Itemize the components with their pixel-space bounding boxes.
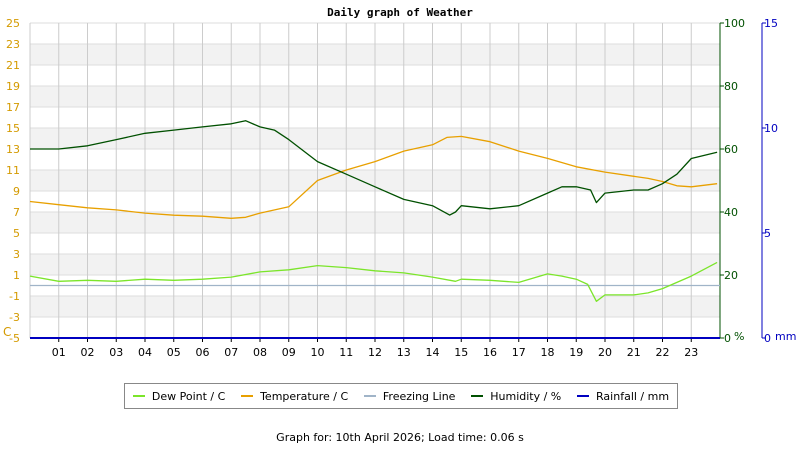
series-humidity (30, 120, 718, 216)
x-tick-label: 20 (598, 346, 612, 359)
legend-item-dew-point: Dew Point / C (132, 389, 226, 403)
legend-label-rainfall: Rainfall / mm (596, 389, 670, 403)
x-tick-label: 06 (196, 346, 210, 359)
legend-swatch-freezing-line (363, 395, 376, 397)
x-tick-label: 12 (368, 346, 382, 359)
legend-item-humidity: Humidity / % (471, 390, 561, 403)
right-percent-tick-label: 60 (724, 143, 738, 156)
right-mm-unit: mm (775, 330, 796, 343)
x-tick-label: 13 (397, 346, 411, 359)
left-tick-label: 5 (13, 227, 20, 240)
footer-text: Graph for: 10th April 2026; Load time: 0… (276, 431, 524, 444)
legend-item-rainfall: Rainfall / mm (577, 390, 669, 403)
left-tick-label: -3 (9, 311, 20, 324)
x-tick-label: 22 (656, 346, 670, 359)
legend-label-dew-point: Dew Point / C (151, 389, 226, 403)
right-percent-tick-label: 40 (724, 206, 738, 219)
legend-swatch-rainfall (577, 395, 590, 397)
left-tick-label: 23 (6, 38, 20, 51)
left-tick-label: 9 (13, 185, 20, 198)
left-axis-unit: C (3, 325, 11, 339)
left-tick-label: 25 (6, 17, 20, 30)
right-mm-tick-label: 0 (764, 332, 771, 345)
legend-swatch-humidity (471, 395, 484, 397)
right-percent-tick-label: 0 (724, 332, 731, 345)
left-tick-label: 21 (6, 59, 20, 72)
left-tick-label: 15 (6, 122, 20, 135)
chart-title: Daily graph of Weather (327, 6, 473, 19)
right-percent-unit: % (734, 330, 744, 343)
right-mm-tick-label: 5 (764, 227, 771, 240)
x-tick-label: 23 (684, 346, 698, 359)
left-tick-label: 7 (13, 206, 20, 219)
legend-swatch-temperature (241, 395, 254, 397)
legend-label-temperature: Temperature / C (260, 389, 349, 403)
left-tick-label: 19 (6, 80, 20, 93)
x-tick-label: 17 (512, 346, 526, 359)
legend-label-humidity: Humidity / % (490, 389, 562, 403)
x-tick-label: 04 (138, 346, 152, 359)
left-tick-label: 3 (13, 248, 20, 261)
x-tick-label: 11 (339, 346, 353, 359)
legend-label-freezing-line: Freezing Line (382, 389, 456, 403)
x-tick-label: 14 (426, 346, 440, 359)
left-tick-label: 1 (13, 269, 20, 282)
left-tick-label: -1 (9, 290, 20, 303)
x-tick-label: 19 (569, 346, 583, 359)
x-tick-label: 07 (224, 346, 238, 359)
left-tick-label: -5 (9, 332, 20, 345)
x-tick-label: 15 (454, 346, 468, 359)
x-tick-label: 16 (483, 346, 497, 359)
left-tick-label: 13 (6, 143, 20, 156)
right-mm-tick-label: 15 (764, 17, 778, 30)
x-tick-label: 08 (253, 346, 267, 359)
x-tick-label: 10 (311, 346, 325, 359)
chart-legend: Dew Point / C Temperature / C Freezing L… (124, 383, 678, 409)
left-tick-label: 11 (6, 164, 20, 177)
x-tick-label: 09 (282, 346, 296, 359)
x-tick-label: 02 (81, 346, 95, 359)
series-dew-point (29, 261, 718, 302)
x-tick-label: 21 (627, 346, 641, 359)
right-percent-tick-label: 20 (724, 269, 738, 282)
right-percent-tick-label: 100 (724, 17, 745, 30)
legend-item-freezing-line: Freezing Line (363, 389, 456, 403)
right-mm-tick-label: 10 (764, 122, 778, 135)
weather-chart: 01 02 03 04 05 06 07 08 09 10 11 12 13 14 15 16 17 18 19 20… (3, 17, 796, 359)
right-percent-tick-label: 80 (724, 80, 738, 93)
legend-item-temperature: Temperature / C (241, 390, 348, 403)
legend-swatch-dew-point (132, 395, 145, 397)
x-tick-label: 01 (52, 346, 66, 359)
x-tick-label: 05 (167, 346, 181, 359)
x-tick-label: 18 (541, 346, 555, 359)
x-tick-label: 03 (109, 346, 123, 359)
series-temperature (29, 135, 718, 219)
left-tick-label: 17 (6, 101, 20, 114)
